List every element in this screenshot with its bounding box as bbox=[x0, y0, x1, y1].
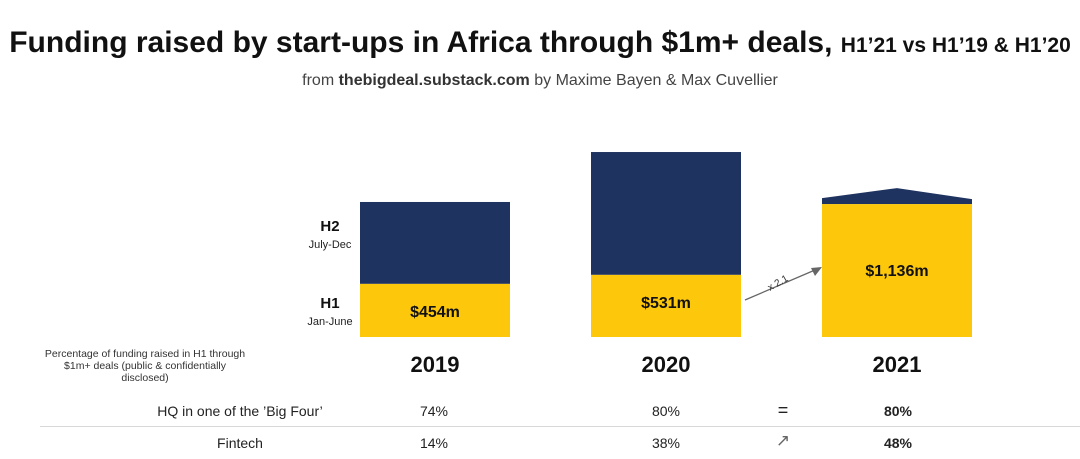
trend-up-arrow-icon: ↗ bbox=[775, 431, 791, 450]
bar-value-label-2019: $454m bbox=[410, 304, 460, 321]
legend-h2-sublabel: July-Dec bbox=[309, 239, 352, 251]
metric-symbol: = bbox=[777, 400, 789, 420]
x-tick-label-2020: 2020 bbox=[642, 352, 691, 377]
bar-h2-pending-2021 bbox=[822, 188, 972, 205]
x-tick-label-2019: 2019 bbox=[411, 352, 460, 377]
legend-h1-sublabel: Jan-June bbox=[307, 316, 352, 328]
bar-h1-2019 bbox=[360, 283, 510, 337]
chart-title: Funding raised by start-ups in Africa th… bbox=[0, 26, 1080, 60]
metric-value-2020: 38% bbox=[651, 435, 681, 451]
metric-label: HQ in one of the ’Big Four’ bbox=[157, 403, 323, 419]
title-main: Funding raised by start-ups in Africa th… bbox=[9, 26, 833, 59]
metric-label: Fintech bbox=[217, 435, 263, 451]
growth-arrow-line bbox=[744, 269, 816, 301]
legend-h1-label: H1 bbox=[320, 295, 339, 312]
growth-annotation: x 2.1 bbox=[766, 273, 791, 294]
metric-row-fintech: Fintech 14% 38% ↗ 48% bbox=[40, 430, 1080, 458]
metric-value-2019: 14% bbox=[419, 435, 449, 451]
metric-row-hq: HQ in one of the ’Big Four’ 74% 80% = 80… bbox=[40, 398, 1080, 426]
bar-h1-2020 bbox=[591, 274, 741, 337]
chart-subtitle: from thebigdeal.substack.com by Maxime B… bbox=[0, 72, 1080, 90]
bar-h2-2019 bbox=[360, 201, 510, 284]
bar-value-label-2021: $1,136m bbox=[865, 263, 928, 280]
subtitle-prefix: from bbox=[302, 72, 335, 89]
percentage-note: Percentage of funding raised in H1 throu… bbox=[44, 348, 246, 384]
growth-arrow-head-icon bbox=[811, 267, 822, 276]
row-divider bbox=[40, 426, 1080, 427]
subtitle-suffix: by Maxime Bayen & Max Cuvellier bbox=[534, 72, 778, 89]
bar-h2-2020 bbox=[591, 152, 741, 275]
title-suffix: H1’21 vs H1’19 & H1’20 bbox=[840, 34, 1071, 57]
metric-value-2019: 74% bbox=[419, 403, 449, 419]
subtitle-source: thebigdeal.substack.com bbox=[338, 72, 530, 89]
x-tick-label-2021: 2021 bbox=[873, 352, 922, 377]
metric-value-2021: 48% bbox=[883, 435, 913, 451]
legend-h2-label: H2 bbox=[320, 218, 339, 235]
bar-h1-2021 bbox=[822, 204, 972, 337]
metric-value-2020: 80% bbox=[651, 403, 681, 419]
metric-value-2021: 80% bbox=[883, 403, 913, 419]
bar-value-label-2020: $531m bbox=[641, 295, 691, 312]
